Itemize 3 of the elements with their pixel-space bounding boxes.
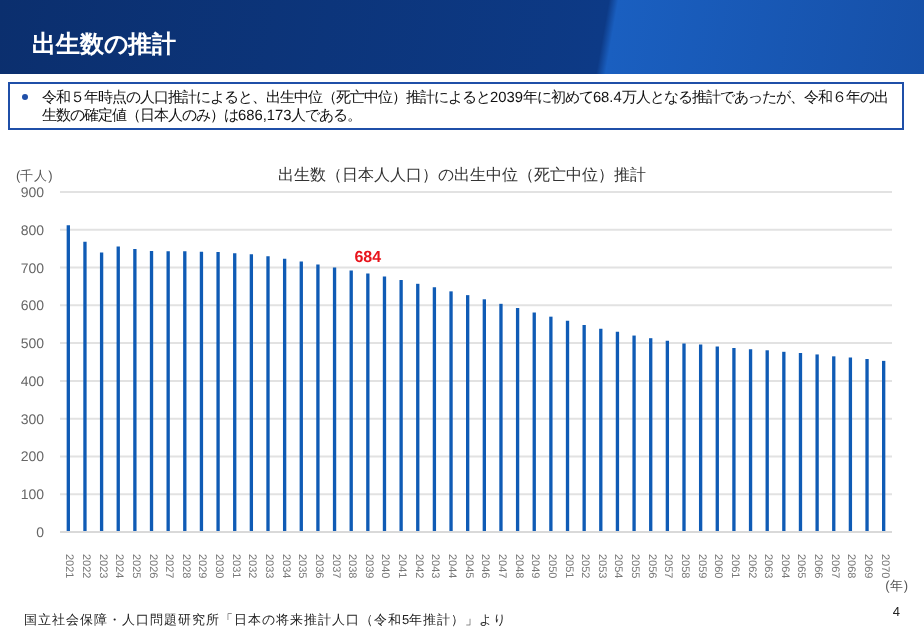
annotation: 684 [354, 247, 383, 266]
chart-title: 出生数の推計 [32, 28, 176, 62]
chart-subtitle: 出生数（日本人人口）の出生中位（死亡中位）推計 [278, 166, 646, 184]
